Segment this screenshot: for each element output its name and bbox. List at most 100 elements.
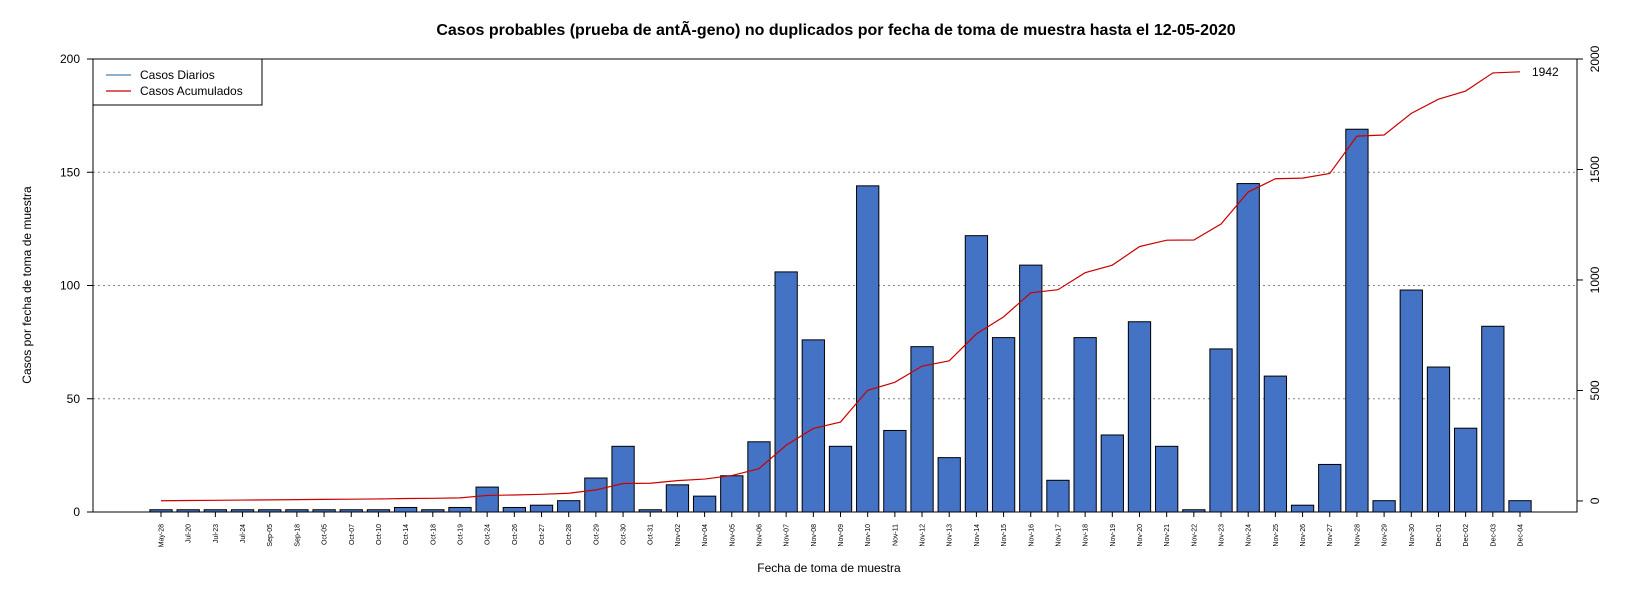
bar <box>529 504 554 513</box>
x-tick-label: Nov-17 <box>1055 524 1062 547</box>
y-left-tick-label: 0 <box>73 505 80 519</box>
x-tick-label: Nov-27 <box>1327 524 1334 547</box>
y-right-tick-label: 1500 <box>1588 156 1602 183</box>
x-tick-label: Nov-09 <box>838 524 845 547</box>
bar <box>747 441 771 513</box>
x-tick-label: Nov-30 <box>1409 524 1416 547</box>
x-tick-label: Nov-26 <box>1300 524 1307 547</box>
bar <box>937 457 961 513</box>
x-tick-label: Nov-23 <box>1219 524 1226 547</box>
x-tick-label: Dec-04 <box>1518 524 1525 547</box>
y-left-tick-label: 200 <box>60 52 80 66</box>
bar <box>1290 504 1315 513</box>
x-tick-label: Jul-23 <box>213 524 220 543</box>
bar <box>611 445 635 513</box>
bar <box>475 486 499 513</box>
bar <box>393 506 418 513</box>
x-tick-label: Nov-16 <box>1028 524 1035 547</box>
bar <box>964 235 989 513</box>
bar <box>665 484 690 513</box>
bar <box>1155 445 1179 513</box>
x-tick-label: Oct-26 <box>512 524 519 545</box>
legend-box <box>92 58 263 106</box>
bar <box>1019 264 1043 513</box>
x-tick-label: Oct-05 <box>322 524 329 545</box>
cumulative-line-layer <box>160 71 1521 502</box>
x-tick-label: Oct-14 <box>403 524 410 545</box>
x-tick-label: Oct-18 <box>430 524 437 545</box>
x-tick-label: Oct-29 <box>593 524 600 545</box>
x-tick-label: Nov-10 <box>865 524 872 547</box>
x-tick-label: Oct-28 <box>566 524 573 545</box>
bar <box>1073 337 1097 513</box>
bar <box>1508 500 1532 513</box>
bar <box>692 495 717 513</box>
x-tick-label: Nov-29 <box>1382 524 1389 547</box>
x-tick-label: Nov-05 <box>729 524 736 547</box>
x-tick-label: Sep-05 <box>267 524 274 547</box>
y-axis-left: 0 50 100 150 200 <box>60 52 93 519</box>
x-tick-label: Oct-27 <box>539 524 546 545</box>
x-tick-label: Nov-25 <box>1273 524 1280 547</box>
bar <box>828 445 853 513</box>
bar <box>1454 427 1478 513</box>
x-tick-label: Nov-13 <box>947 524 954 547</box>
legend-item-daily: Casos Diarios <box>140 68 215 82</box>
bar <box>584 477 608 513</box>
y-right-tick-label: 500 <box>1588 380 1602 400</box>
bar <box>991 337 1016 513</box>
y-right-tick-label: 0 <box>1588 497 1602 504</box>
bar <box>883 429 907 513</box>
x-tick-label: Nov-06 <box>756 524 763 547</box>
x-tick-label: Nov-11 <box>892 524 899 546</box>
bar <box>1399 289 1423 513</box>
x-tick-label: Nov-14 <box>974 524 981 547</box>
x-tick-label: Jul-20 <box>186 524 193 543</box>
x-tick-label: May-28 <box>159 524 166 547</box>
y-right-tick-label: 2000 <box>1588 45 1602 72</box>
bar <box>801 339 825 513</box>
x-tick-label: Nov-19 <box>1110 524 1117 547</box>
bar <box>720 475 744 513</box>
y-right-tick-label: 1000 <box>1588 266 1602 293</box>
bar <box>1100 434 1124 513</box>
bar <box>1372 500 1396 513</box>
legend-item-cumulative: Casos Acumulados <box>140 84 243 98</box>
bar <box>448 506 472 513</box>
x-tick-label: Nov-12 <box>920 524 927 547</box>
legend: Casos Diarios Casos Acumulados <box>92 58 263 106</box>
x-tick-label: Dec-03 <box>1490 524 1497 547</box>
x-tick-label: Oct-10 <box>376 524 383 545</box>
x-tick-label: Nov-20 <box>1137 524 1144 547</box>
x-tick-label: Oct-19 <box>457 524 464 545</box>
bar <box>1236 183 1260 513</box>
x-tick-label: Nov-18 <box>1083 524 1090 547</box>
x-tick-label: Dec-01 <box>1436 524 1443 547</box>
x-tick-label: Nov-28 <box>1354 524 1361 547</box>
bars <box>149 128 1532 513</box>
cumulative-end-label: 1942 <box>1532 65 1559 79</box>
chart-title: Casos probables (prueba de antÃ-geno) no… <box>436 19 1235 39</box>
y-left-tick-label: 150 <box>60 165 80 179</box>
y-left-tick-label: 100 <box>60 279 80 293</box>
bar <box>1263 375 1288 513</box>
bar <box>1127 321 1152 513</box>
y-left-tick-label: 50 <box>67 392 81 406</box>
y-axis-right: 0 500 1000 1500 2000 <box>1577 45 1602 504</box>
bar <box>502 506 526 513</box>
x-tick-label: Nov-24 <box>1246 524 1253 547</box>
x-tick-label: Jul-24 <box>240 524 247 543</box>
x-tick-label: Oct-31 <box>648 524 655 545</box>
x-tick-label: Oct-30 <box>621 524 628 545</box>
bar <box>1046 479 1070 513</box>
y-axis-label: Casos por fecha de toma de muestra <box>20 186 34 384</box>
bar <box>774 271 798 513</box>
x-axis: May-28 Jul-20 Jul-23 Jul-24 Sep-05 Sep-18 Oct-… <box>159 512 1525 547</box>
bar <box>1426 366 1451 513</box>
x-tick-label: Nov-21 <box>1164 524 1171 547</box>
x-tick-label: Oct-24 <box>485 524 492 545</box>
bar <box>856 185 880 513</box>
x-axis-label: Fecha de toma de muestra <box>757 561 901 575</box>
grid <box>93 171 1577 400</box>
